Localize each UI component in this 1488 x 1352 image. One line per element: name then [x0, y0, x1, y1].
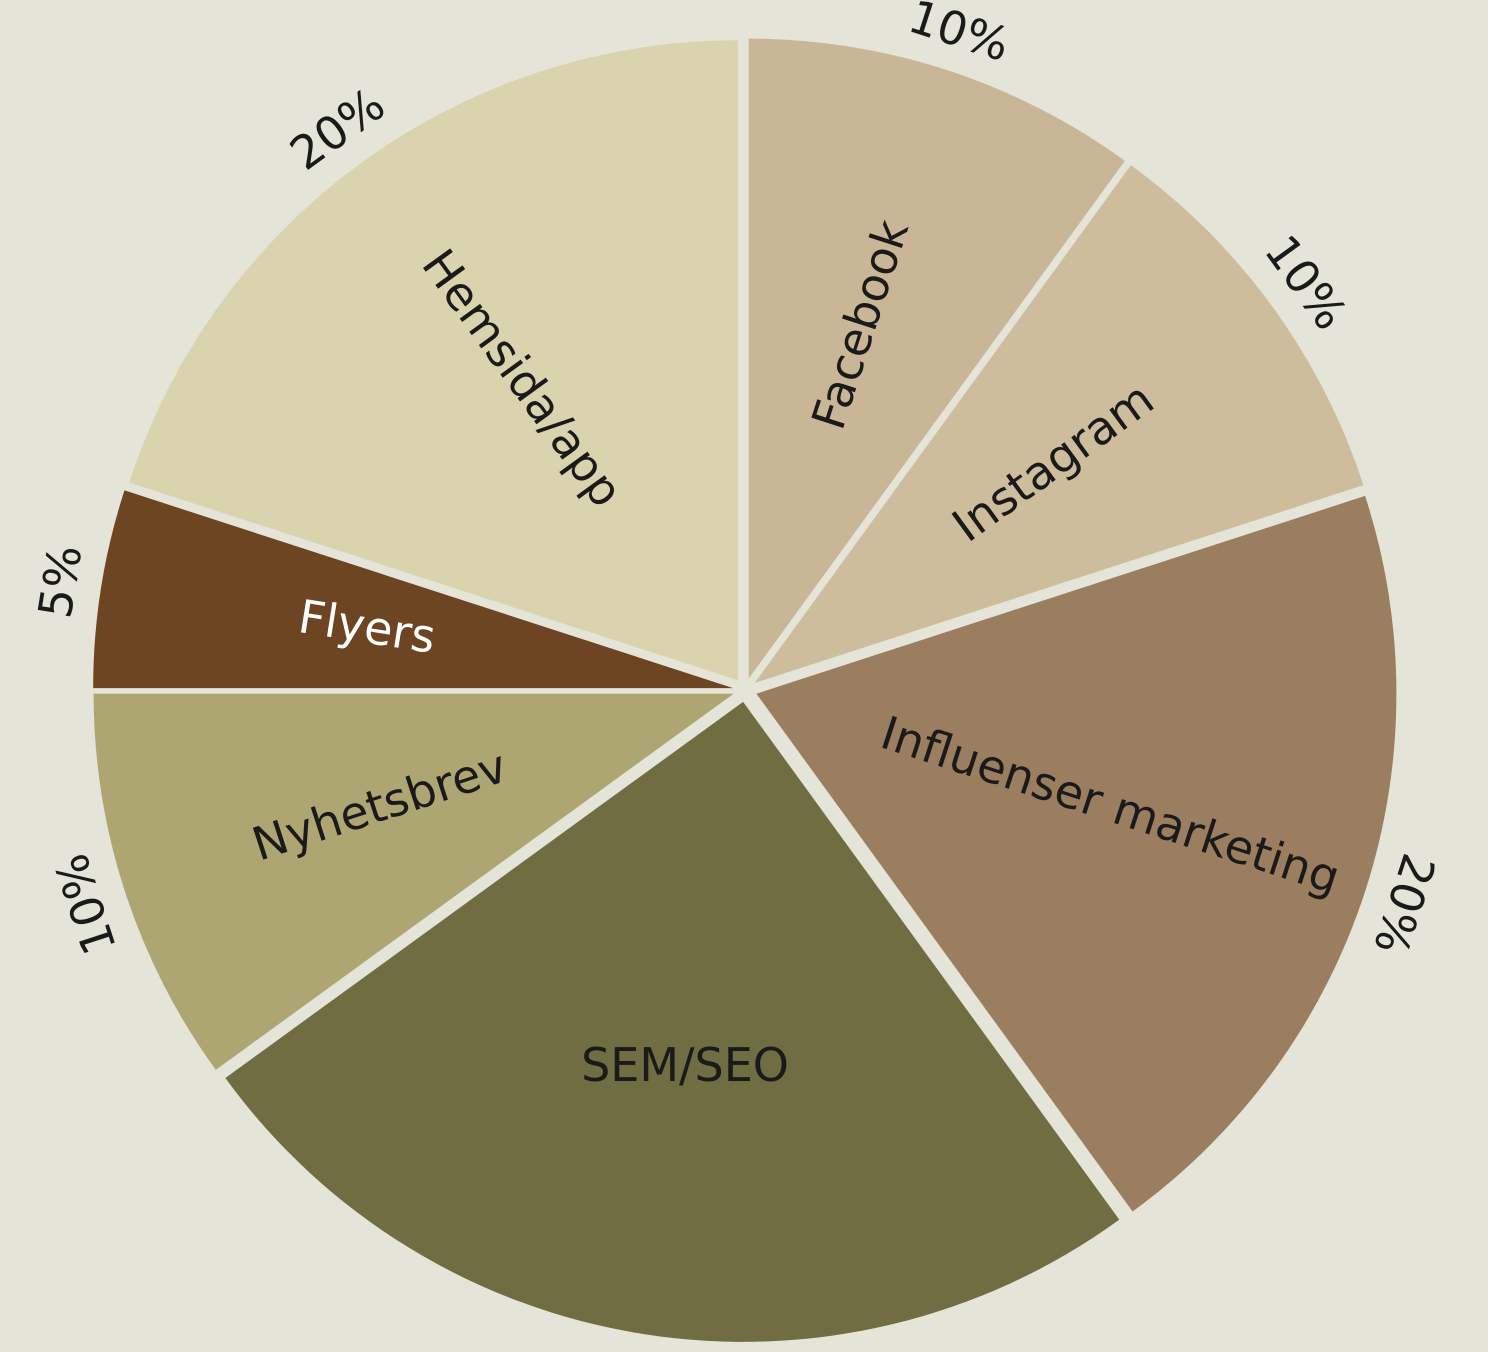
pie-slice	[93, 490, 734, 689]
percent-label: 10%	[902, 0, 1016, 72]
pie-slice	[748, 38, 1125, 679]
percent-label: 5%	[28, 541, 93, 622]
pie-slice	[754, 165, 1364, 683]
percent-label: 20%	[1363, 847, 1446, 961]
percent-label: 10%	[44, 847, 127, 961]
slice-label: SEM/SEO	[581, 1038, 789, 1092]
pie-slice	[129, 40, 738, 681]
pie-slice	[93, 693, 734, 1070]
pie-slice	[225, 701, 1120, 1342]
percent-label: 25%	[582, 1340, 691, 1352]
pie-slice	[756, 495, 1397, 1212]
